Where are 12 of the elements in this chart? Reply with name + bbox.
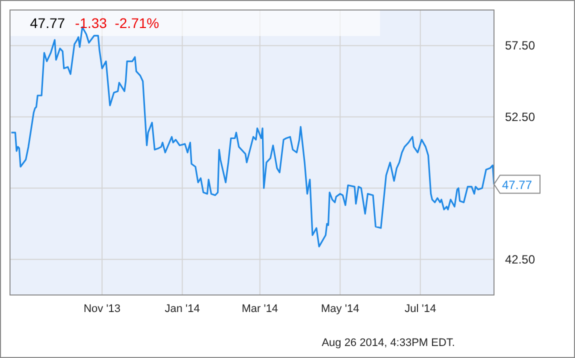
text: Aug 26 2014, 4:33PM EDT.: [322, 337, 455, 349]
x-tick-label: Nov '13: [84, 303, 121, 315]
chart-subtitle: -1.33 -2.71%: [75, 15, 160, 31]
x-tick-label: Jul '14: [404, 303, 436, 315]
chart-title: 47.77: [30, 15, 66, 31]
text: 47.77: [502, 178, 532, 192]
x-tick-label: Mar '14: [242, 303, 278, 315]
x-tick-label: Jan '14: [164, 303, 200, 315]
y-tick-label: 57.50: [504, 38, 536, 53]
y-tick-label: 42.50: [504, 252, 536, 266]
x-tick-label: May '14: [321, 303, 360, 315]
y-tick-label: 52.50: [504, 110, 536, 124]
